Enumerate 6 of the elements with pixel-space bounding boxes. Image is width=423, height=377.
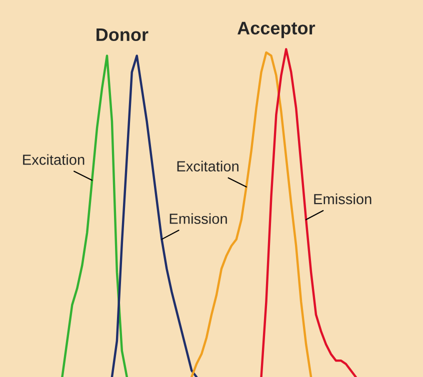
series-label: Excitation [23,154,84,165]
series-label: Emission [314,194,372,204]
series-label: Excitation [177,160,238,172]
series-label: Emission [170,213,227,224]
text: Donor [96,28,148,42]
text: Acceptor [238,22,316,38]
